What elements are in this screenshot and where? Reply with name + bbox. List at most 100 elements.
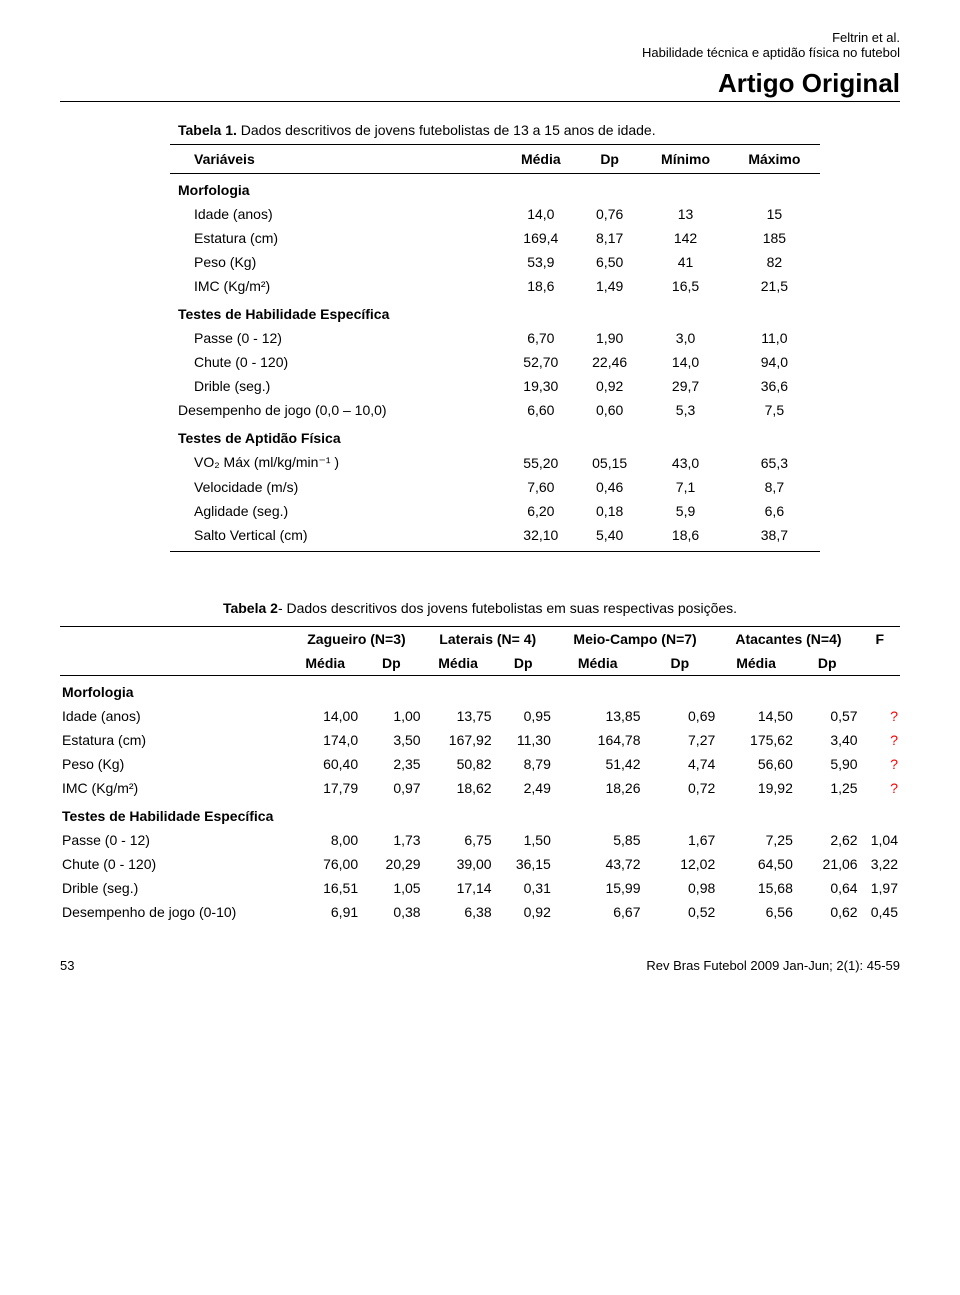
cell-value: 0,38 xyxy=(360,900,422,924)
table2-caption: Tabela 2- Dados descritivos dos jovens f… xyxy=(60,600,900,616)
row-variable-name: Aglidade (seg.) xyxy=(170,499,505,523)
cell-f-value: 0,45 xyxy=(860,900,900,924)
cell-value: 6,60 xyxy=(505,398,577,422)
table-row: Desempenho de jogo (0-10)6,910,386,380,9… xyxy=(60,900,900,924)
t2-group-atacantes: Atacantes (N=4) xyxy=(717,627,859,652)
table2-section-label: Testes de Habilidade Específica xyxy=(60,800,900,828)
table-row: Aglidade (seg.)6,200,185,96,6 xyxy=(170,499,820,523)
cell-f-value: 3,22 xyxy=(860,852,900,876)
section-label-text: Testes de Habilidade Específica xyxy=(170,298,820,326)
row-variable-name: Drible (seg.) xyxy=(170,374,505,398)
cell-value: 0,92 xyxy=(494,900,553,924)
cell-value: 8,17 xyxy=(577,226,642,250)
cell-value: 64,50 xyxy=(717,852,795,876)
cell-value: 38,7 xyxy=(729,523,820,552)
t1-col-variaveis: Variáveis xyxy=(170,145,505,174)
cell-value: 175,62 xyxy=(717,728,795,752)
cell-value: 50,82 xyxy=(423,752,494,776)
row-variable-name: Velocidade (m/s) xyxy=(170,475,505,499)
t2-sub: Média xyxy=(717,651,795,676)
cell-f-value: ? xyxy=(860,728,900,752)
cell-value: 18,62 xyxy=(423,776,494,800)
cell-value: 0,60 xyxy=(577,398,642,422)
cell-value: 18,6 xyxy=(505,274,577,298)
cell-value: 185 xyxy=(729,226,820,250)
section-label-text: Testes de Habilidade Específica xyxy=(60,800,900,828)
cell-value: 18,26 xyxy=(553,776,643,800)
cell-value: 0,64 xyxy=(795,876,860,900)
cell-value: 164,78 xyxy=(553,728,643,752)
table1: Variáveis Média Dp Mínimo Máximo Morfolo… xyxy=(170,144,820,552)
table2-caption-text: - Dados descritivos dos jovens futebolis… xyxy=(278,600,737,616)
cell-value: 0,72 xyxy=(643,776,718,800)
cell-value: 6,6 xyxy=(729,499,820,523)
cell-value: 76,00 xyxy=(290,852,360,876)
table-row: Chute (0 - 120)76,0020,2939,0036,1543,72… xyxy=(60,852,900,876)
table2-section-label: Morfologia xyxy=(60,676,900,705)
table-row: Passe (0 - 12)8,001,736,751,505,851,677,… xyxy=(60,828,900,852)
cell-value: 17,14 xyxy=(423,876,494,900)
cell-value: 18,6 xyxy=(642,523,728,552)
cell-f-value: ? xyxy=(860,704,900,728)
cell-value: 39,00 xyxy=(423,852,494,876)
table-row: Drible (seg.)16,511,0517,140,3115,990,98… xyxy=(60,876,900,900)
cell-value: 7,27 xyxy=(643,728,718,752)
cell-value: 0,97 xyxy=(360,776,422,800)
cell-value: 5,3 xyxy=(642,398,728,422)
row-variable-name: IMC (Kg/m²) xyxy=(60,776,290,800)
cell-value: 19,92 xyxy=(717,776,795,800)
cell-value: 7,25 xyxy=(717,828,795,852)
cell-value: 2,62 xyxy=(795,828,860,852)
cell-value: 16,51 xyxy=(290,876,360,900)
cell-value: 1,05 xyxy=(360,876,422,900)
cell-value: 0,95 xyxy=(494,704,553,728)
t2-col-f: F xyxy=(860,627,900,652)
cell-value: 5,40 xyxy=(577,523,642,552)
row-variable-name: Estatura (cm) xyxy=(60,728,290,752)
cell-value: 5,85 xyxy=(553,828,643,852)
cell-value: 13 xyxy=(642,202,728,226)
cell-value: 51,42 xyxy=(553,752,643,776)
section-label-text: Morfologia xyxy=(170,174,820,203)
cell-value: 6,20 xyxy=(505,499,577,523)
table1-container: Tabela 1. Dados descritivos de jovens fu… xyxy=(170,122,820,552)
cell-value: 15,68 xyxy=(717,876,795,900)
cell-f-value: ? xyxy=(860,752,900,776)
cell-value: 21,06 xyxy=(795,852,860,876)
row-variable-name: Drible (seg.) xyxy=(60,876,290,900)
cell-value: 0,76 xyxy=(577,202,642,226)
table-row: Chute (0 - 120)52,7022,4614,094,0 xyxy=(170,350,820,374)
cell-value: 19,30 xyxy=(505,374,577,398)
cell-value: 13,85 xyxy=(553,704,643,728)
cell-value: 1,67 xyxy=(643,828,718,852)
cell-value: 0,69 xyxy=(643,704,718,728)
t2-group-laterais: Laterais (N= 4) xyxy=(423,627,553,652)
cell-value: 1,73 xyxy=(360,828,422,852)
cell-value: 6,70 xyxy=(505,326,577,350)
cell-value: 6,67 xyxy=(553,900,643,924)
header-rule xyxy=(60,101,900,102)
table-row: Velocidade (m/s)7,600,467,18,7 xyxy=(170,475,820,499)
t1-col-media: Média xyxy=(505,145,577,174)
cell-value: 12,02 xyxy=(643,852,718,876)
header-authors: Feltrin et al. xyxy=(60,30,900,45)
table-row: Passe (0 - 12)6,701,903,011,0 xyxy=(170,326,820,350)
table1-section-label: Testes de Habilidade Específica xyxy=(170,298,820,326)
cell-value: 32,10 xyxy=(505,523,577,552)
cell-value: 29,7 xyxy=(642,374,728,398)
cell-value: 6,50 xyxy=(577,250,642,274)
cell-value: 53,9 xyxy=(505,250,577,274)
table-row: Idade (anos)14,001,0013,750,9513,850,691… xyxy=(60,704,900,728)
cell-value: 6,75 xyxy=(423,828,494,852)
cell-value: 169,4 xyxy=(505,226,577,250)
table-row: IMC (Kg/m²)18,61,4916,521,5 xyxy=(170,274,820,298)
cell-value: 11,30 xyxy=(494,728,553,752)
cell-value: 15,99 xyxy=(553,876,643,900)
t2-group-zagueiro: Zagueiro (N=3) xyxy=(290,627,422,652)
cell-value: 0,18 xyxy=(577,499,642,523)
row-variable-name: Desempenho de jogo (0,0 – 10,0) xyxy=(170,398,505,422)
cell-f-value: 1,97 xyxy=(860,876,900,900)
cell-value: 142 xyxy=(642,226,728,250)
cell-value: 14,00 xyxy=(290,704,360,728)
running-header: Feltrin et al. Habilidade técnica e apti… xyxy=(60,30,900,60)
